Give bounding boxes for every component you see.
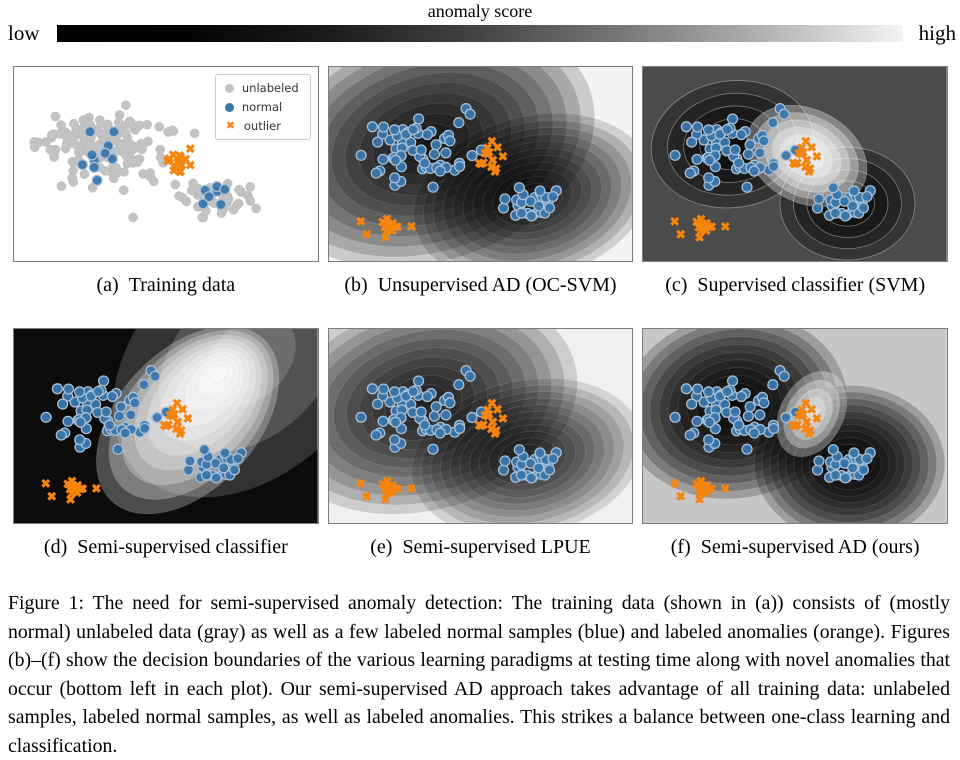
subcaption-e-tag: (e) xyxy=(370,536,393,558)
subcaption-f-tag: (f) xyxy=(670,536,691,558)
subcaption-b: (b) Unsupervised AD (OC-SVM) xyxy=(328,273,634,297)
subcaption-b-tag: (b) xyxy=(344,274,368,296)
subcaption-b-text: Unsupervised AD (OC-SVM) xyxy=(377,274,617,296)
panel-c-plot xyxy=(642,66,948,262)
subcaption-f-text: Semi-supervised AD (ours) xyxy=(700,536,920,558)
plot-legend: unlabeled normal ✖ outlier xyxy=(214,74,311,140)
legend-label-normal: normal xyxy=(241,100,283,114)
panel-f-plot xyxy=(642,328,948,524)
panel-c-canvas xyxy=(643,67,947,261)
legend-item-normal: normal xyxy=(224,100,299,114)
subcaption-f: (f) Semi-supervised AD (ours) xyxy=(642,535,948,559)
normal-marker-icon xyxy=(224,102,234,112)
legend-item-unlabeled: unlabeled xyxy=(224,81,299,95)
subfigure-b: (b) Unsupervised AD (OC-SVM) xyxy=(327,66,634,297)
anomaly-score-colorbar: anomaly score low high xyxy=(0,0,960,66)
subcaption-d: (d) Semi-supervised classifier xyxy=(13,535,319,559)
panel-d-canvas xyxy=(14,329,318,523)
subcaption-a: (a) Training data xyxy=(13,273,319,297)
subcaption-c-text: Supervised classifier (SVM) xyxy=(697,274,926,296)
legend-label-outlier: outlier xyxy=(243,119,281,133)
subcaption-a-tag: (a) xyxy=(96,274,119,296)
panel-b-canvas xyxy=(328,67,633,261)
subcaption-c-tag: (c) xyxy=(665,274,688,296)
subcaption-d-tag: (d) xyxy=(43,536,68,558)
panel-f-canvas xyxy=(643,329,947,523)
panel-a-plot: unlabeled normal ✖ outlier xyxy=(13,66,319,262)
legend-item-outlier: ✖ outlier xyxy=(225,119,299,133)
unlabeled-marker-icon xyxy=(224,83,234,93)
subcaption-d-text: Semi-supervised classifier xyxy=(77,536,288,558)
subfigure-a: unlabeled normal ✖ outlier (a) Training d… xyxy=(13,66,319,297)
panel-e-canvas xyxy=(328,329,633,523)
subcaption-e: (e) Semi-supervised LPUE xyxy=(328,535,634,559)
subfigure-grid: unlabeled normal ✖ outlier (a) Training d… xyxy=(0,66,960,559)
subfigure-d: (d) Semi-supervised classifier xyxy=(13,328,319,559)
subcaption-c: (c) Supervised classifier (SVM) xyxy=(642,273,948,297)
subcaption-e-text: Semi-supervised LPUE xyxy=(402,536,591,558)
outlier-marker-icon: ✖ xyxy=(225,119,235,132)
colorbar-title: anomaly score xyxy=(427,1,533,21)
colorbar-gradient xyxy=(57,25,903,42)
colorbar-low-label: low xyxy=(8,21,40,45)
subcaption-a-text: Training data xyxy=(128,274,236,296)
subfigure-f: (f) Semi-supervised AD (ours) xyxy=(642,328,948,559)
legend-label-unlabeled: unlabeled xyxy=(241,81,299,95)
subfigure-c: (c) Supervised classifier (SVM) xyxy=(642,66,948,297)
panel-b-plot xyxy=(327,66,634,262)
colorbar-high-label: high xyxy=(918,21,956,45)
panel-d-plot xyxy=(13,328,319,524)
figure-caption: Figure 1: The need for semi-supervised a… xyxy=(8,592,950,757)
panel-e-plot xyxy=(327,328,634,524)
subfigure-e: (e) Semi-supervised LPUE xyxy=(327,328,634,559)
